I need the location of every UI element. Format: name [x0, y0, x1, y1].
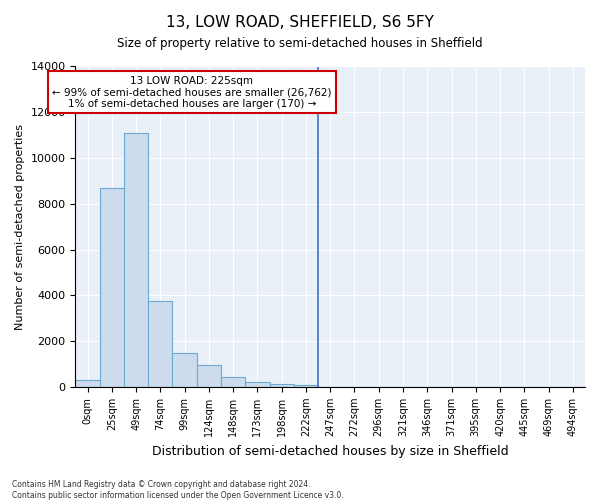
Bar [172, 352, 197, 387]
Bar [221, 377, 245, 387]
Bar [197, 365, 221, 387]
Bar [100, 188, 124, 387]
Bar [124, 133, 148, 387]
Bar [269, 384, 294, 387]
Bar [245, 382, 269, 387]
Bar [148, 301, 172, 387]
Text: 13 LOW ROAD: 225sqm
← 99% of semi-detached houses are smaller (26,762)
1% of sem: 13 LOW ROAD: 225sqm ← 99% of semi-detach… [52, 76, 332, 109]
Text: Size of property relative to semi-detached houses in Sheffield: Size of property relative to semi-detach… [117, 38, 483, 51]
Bar [294, 385, 318, 387]
Y-axis label: Number of semi-detached properties: Number of semi-detached properties [15, 124, 25, 330]
Text: 13, LOW ROAD, SHEFFIELD, S6 5FY: 13, LOW ROAD, SHEFFIELD, S6 5FY [166, 15, 434, 30]
Bar [76, 380, 100, 387]
Text: Contains HM Land Registry data © Crown copyright and database right 2024.
Contai: Contains HM Land Registry data © Crown c… [12, 480, 344, 500]
X-axis label: Distribution of semi-detached houses by size in Sheffield: Distribution of semi-detached houses by … [152, 444, 509, 458]
